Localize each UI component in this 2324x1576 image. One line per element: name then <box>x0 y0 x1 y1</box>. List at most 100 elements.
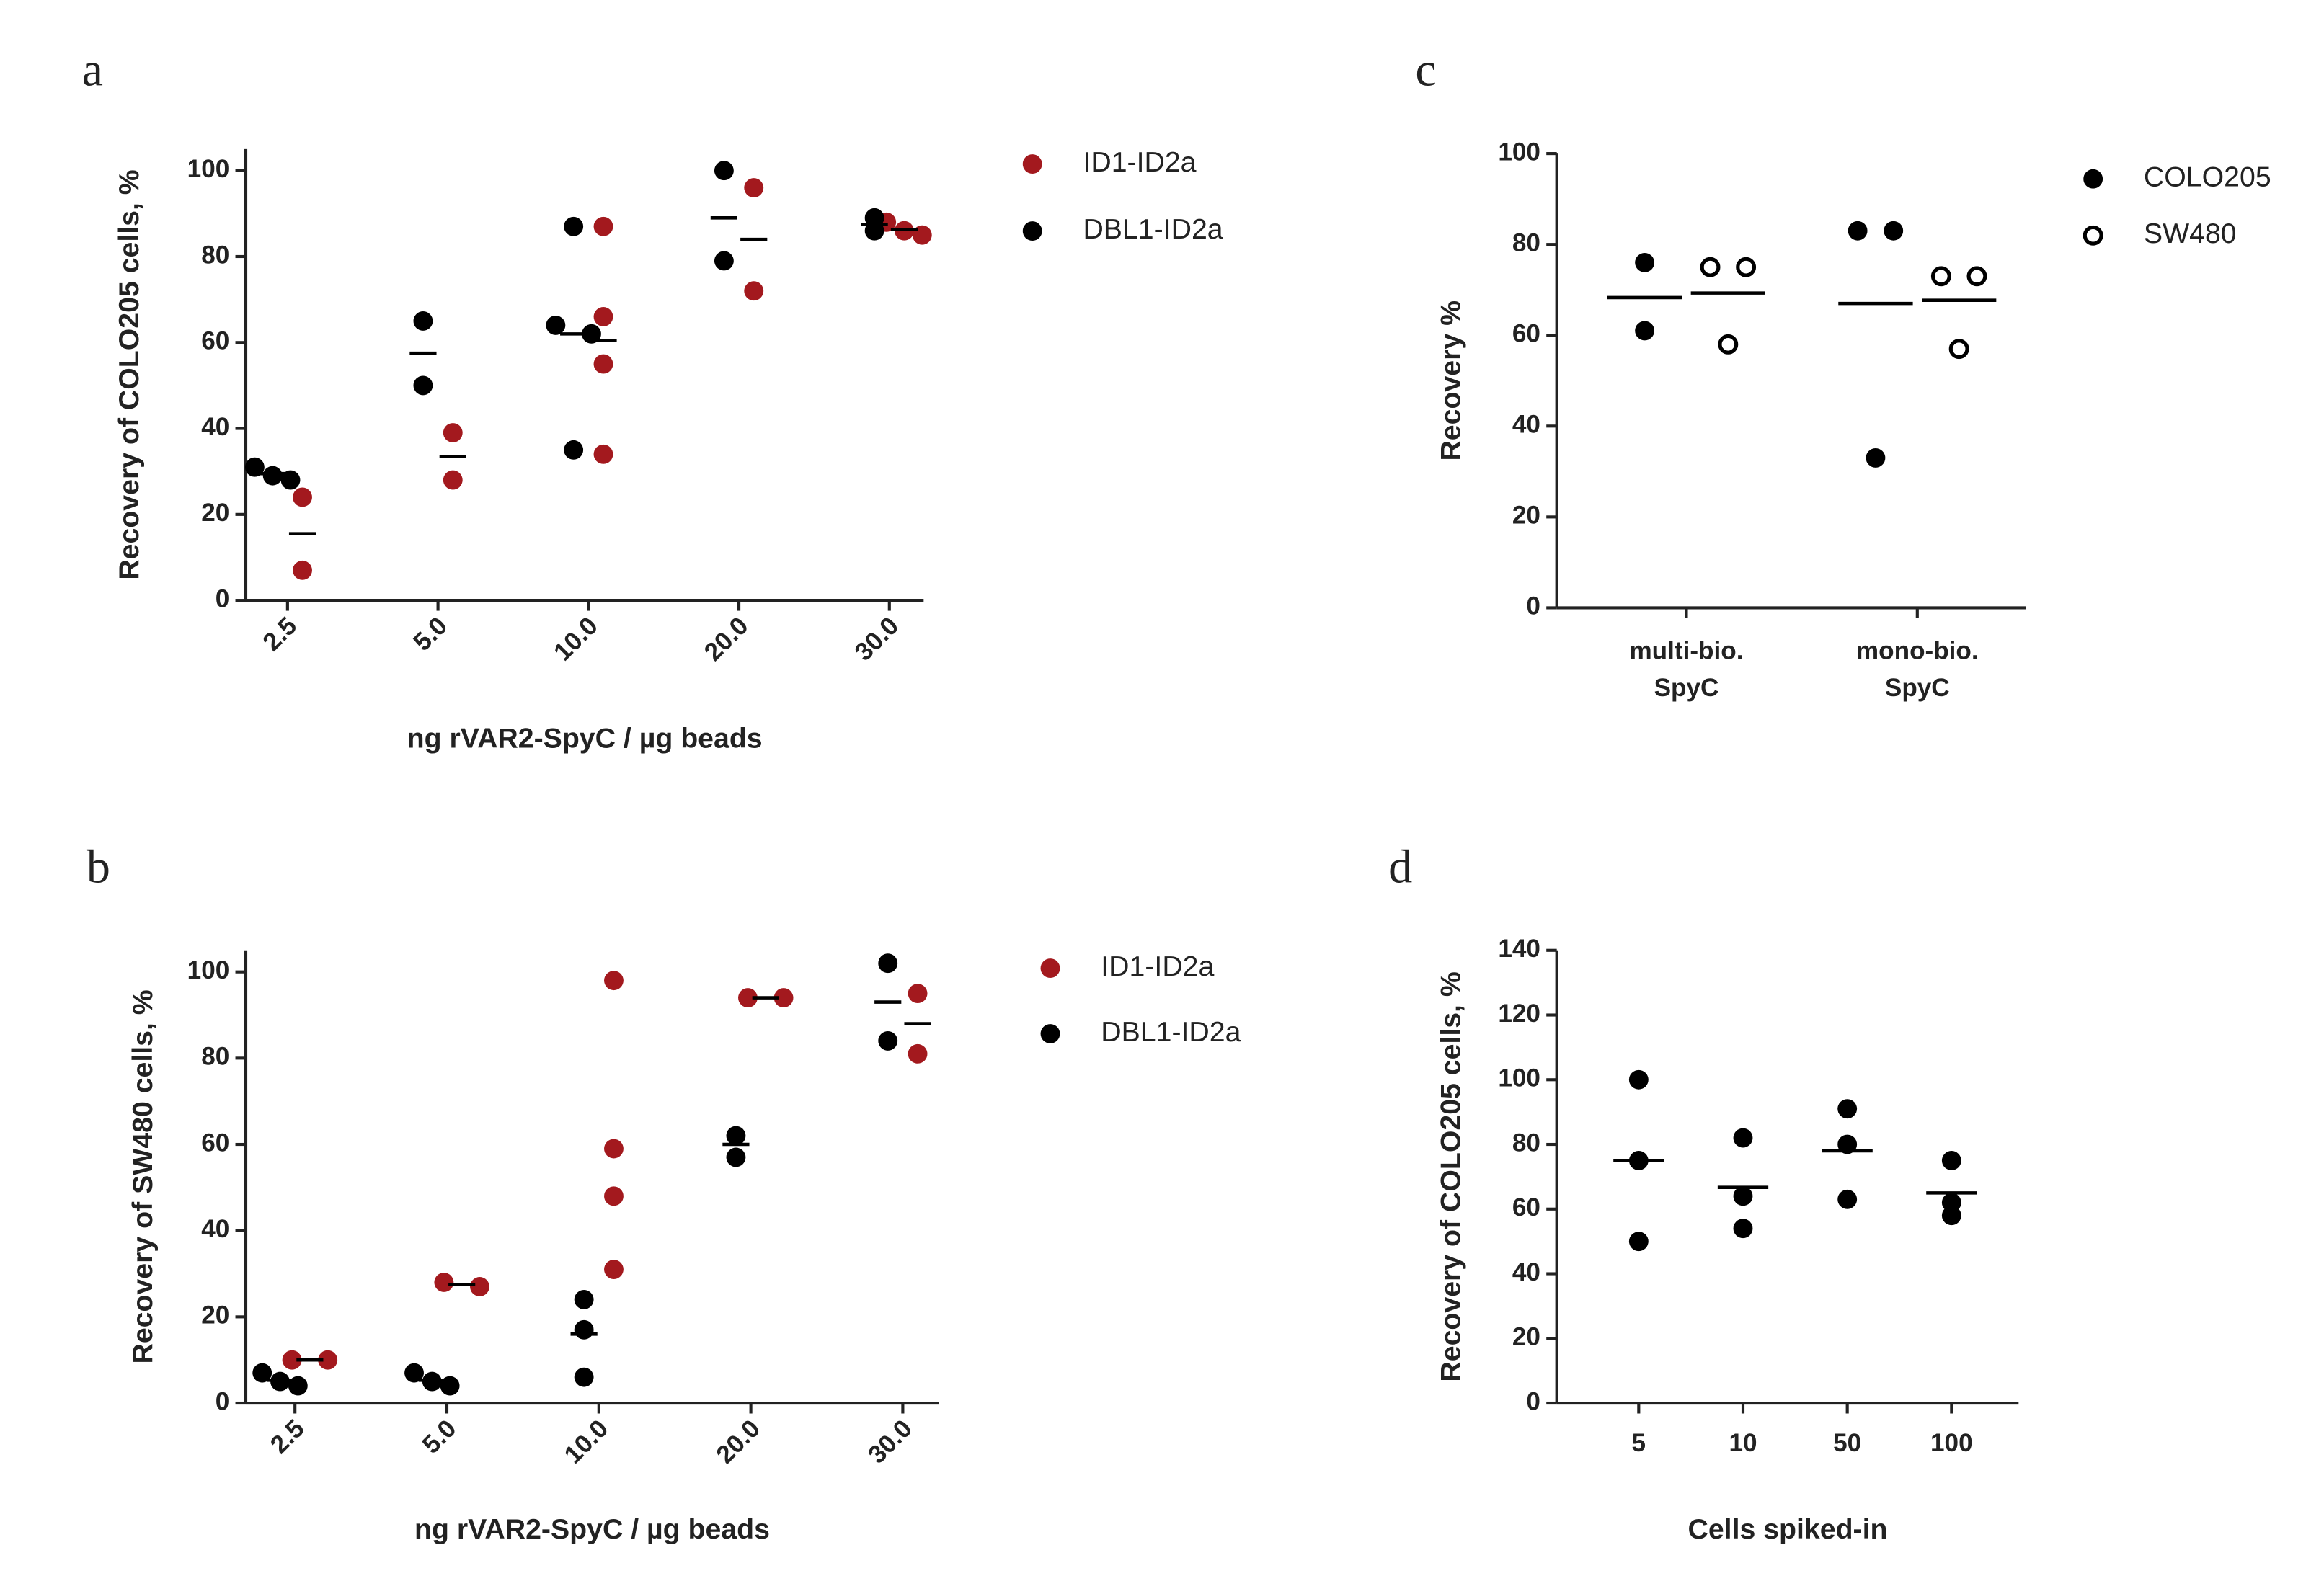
data-point <box>574 1319 594 1340</box>
data-point <box>574 1367 594 1387</box>
y-tick-label: 20 <box>1512 502 1540 530</box>
y-tick-label: 80 <box>1512 228 1540 257</box>
legend-label: ID1-ID2a <box>1101 951 1214 982</box>
data-point <box>564 216 584 236</box>
y-tick-label: 100 <box>1498 1064 1540 1092</box>
y-axis-label: Recovery of COLO205 cells, % <box>113 169 145 579</box>
data-point <box>434 1273 454 1292</box>
x-tick-label-line: SpyC <box>1885 674 1950 702</box>
data-point <box>1930 266 1951 287</box>
x-tick-label: multi-bio. SpyC <box>1629 637 1743 703</box>
panel-label: b <box>87 840 110 893</box>
data-point <box>1733 1186 1753 1206</box>
y-tick-label: 120 <box>1498 1000 1540 1028</box>
data-point <box>1966 266 1987 287</box>
data-point <box>293 560 312 580</box>
data-point <box>413 311 433 331</box>
data-point <box>738 988 758 1008</box>
data-point <box>604 971 624 991</box>
y-tick-label: 100 <box>187 155 230 183</box>
data-point <box>744 178 764 198</box>
data-point <box>604 1260 624 1279</box>
x-tick-label: 30.0 <box>849 612 904 667</box>
data-point <box>744 281 764 301</box>
data-point <box>1628 1069 1649 1090</box>
x-tick-label: 5 <box>1632 1429 1646 1457</box>
data-point <box>593 444 613 464</box>
data-point <box>593 307 613 326</box>
y-tick-label: 0 <box>216 584 230 613</box>
x-tick-label-line: SpyC <box>1654 674 1719 702</box>
y-tick-label: 100 <box>187 956 230 984</box>
legend-marker <box>1022 154 1042 174</box>
x-tick-label: 5.0 <box>417 1415 461 1459</box>
x-tick-label: 50 <box>1833 1429 1861 1457</box>
y-tick-label: 80 <box>201 241 229 269</box>
y-tick-label: 100 <box>1498 138 1540 166</box>
x-tick-label: 5.0 <box>408 612 453 656</box>
data-point <box>1941 1151 1961 1170</box>
x-tick-label-line: multi-bio. <box>1629 637 1743 665</box>
data-point <box>574 1289 594 1309</box>
data-point <box>470 1277 489 1296</box>
data-point <box>773 988 794 1008</box>
y-tick-label: 60 <box>1512 320 1540 348</box>
data-point <box>908 984 928 1004</box>
x-tick-label-line: mono-bio. <box>1856 637 1979 665</box>
data-point <box>1941 1206 1961 1226</box>
data-point <box>1635 252 1655 272</box>
data-point <box>714 251 734 271</box>
legend-marker <box>1040 958 1060 978</box>
data-point <box>1635 321 1655 341</box>
x-tick-label: mono-bio. SpyC <box>1856 637 1979 703</box>
panel-label: a <box>82 44 103 97</box>
data-point <box>546 315 566 335</box>
x-tick-label: 10 <box>1729 1429 1757 1457</box>
data-point <box>443 423 463 442</box>
x-tick-label: 2.5 <box>257 612 302 656</box>
y-tick-label: 20 <box>201 1301 229 1330</box>
data-point <box>878 953 898 974</box>
y-axis-label: Recovery of COLO205 cells, % <box>1434 971 1466 1381</box>
data-point <box>1948 339 1969 360</box>
data-point <box>1700 257 1721 277</box>
data-point <box>564 440 584 460</box>
x-tick-label-line: 100 <box>1930 1429 1973 1457</box>
y-tick-label: 60 <box>201 327 229 355</box>
x-tick-label: 10.0 <box>549 612 603 667</box>
data-point <box>908 1043 928 1064</box>
x-tick-label-line: 10 <box>1729 1429 1757 1457</box>
legend-marker <box>2083 225 2103 246</box>
legend-label: DBL1-ID2a <box>1083 213 1223 245</box>
x-tick-label-line: 5 <box>1632 1429 1646 1457</box>
data-point <box>1848 221 1868 241</box>
data-point <box>714 161 734 181</box>
data-point <box>1718 334 1739 355</box>
y-tick-label: 140 <box>1498 935 1540 963</box>
data-point <box>604 1139 624 1159</box>
data-point <box>1837 1189 1858 1209</box>
legend-label: ID1-ID2a <box>1083 146 1196 178</box>
data-point <box>1884 221 1904 241</box>
x-axis-label: Cells spiked-in <box>1687 1513 1887 1545</box>
data-point <box>282 1350 302 1370</box>
y-tick-label: 0 <box>1526 1387 1540 1415</box>
y-tick-label: 60 <box>201 1128 229 1157</box>
panel-label: d <box>1388 840 1412 893</box>
data-point <box>262 466 283 486</box>
y-axis-label: Recovery of SW480 cells, % <box>127 989 159 1363</box>
data-point <box>1736 257 1757 277</box>
y-tick-label: 40 <box>201 1215 229 1243</box>
y-tick-label: 20 <box>201 499 229 527</box>
y-tick-label: 40 <box>1512 411 1540 439</box>
x-tick-label-line: 50 <box>1833 1429 1861 1457</box>
data-point <box>293 487 312 507</box>
data-point <box>252 1363 272 1383</box>
data-point <box>1866 448 1886 468</box>
legend-marker <box>2083 169 2103 189</box>
y-tick-label: 20 <box>1512 1323 1540 1351</box>
data-point <box>593 354 613 374</box>
data-point <box>1837 1099 1858 1119</box>
data-point <box>1628 1232 1649 1252</box>
x-tick-label: 10.0 <box>559 1415 613 1469</box>
